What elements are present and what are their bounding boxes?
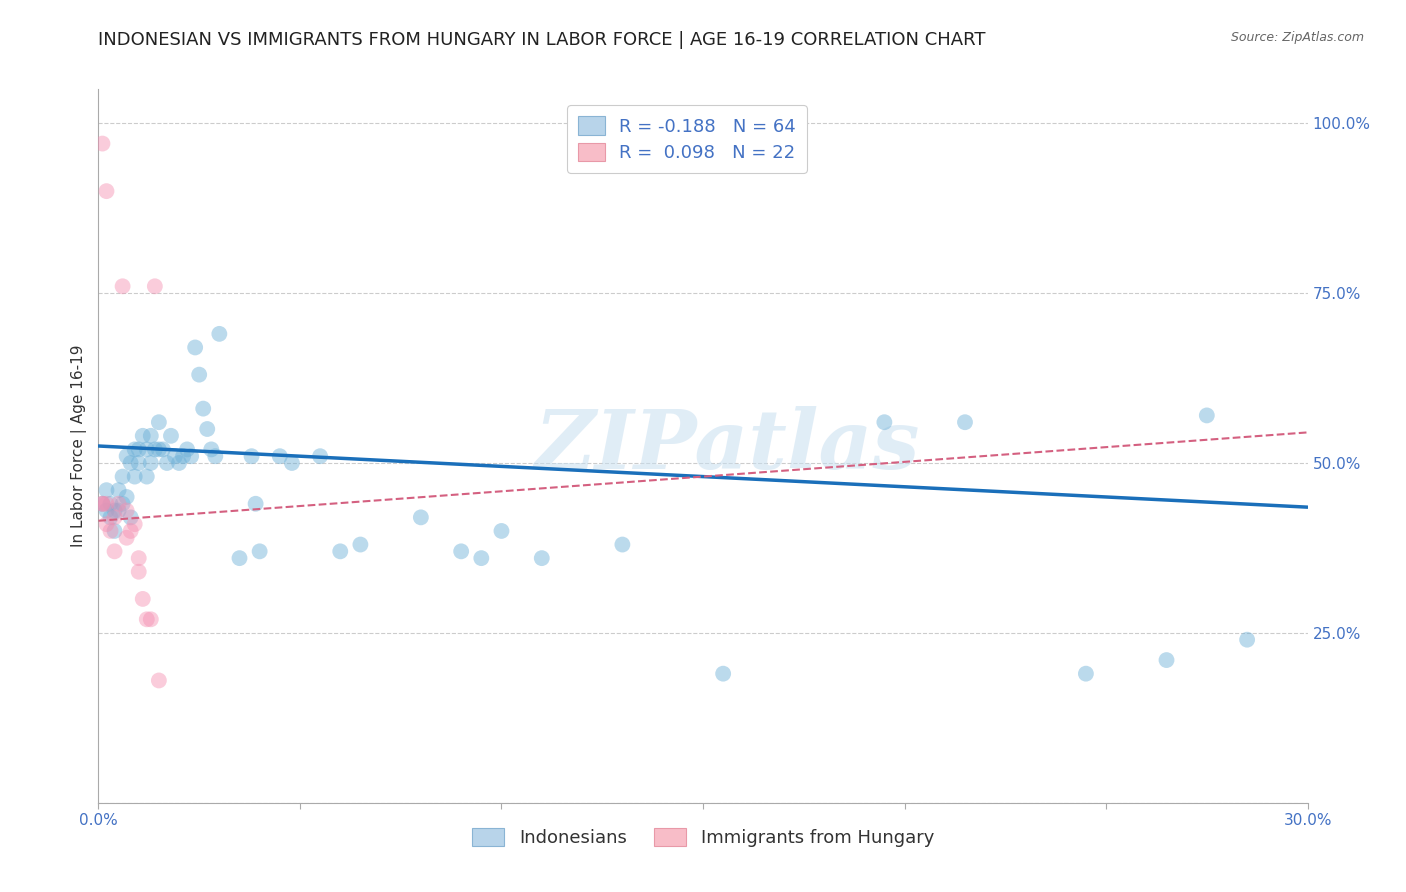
Point	[96, 497, 118, 511]
Point	[128, 551, 150, 566]
Point	[1156, 653, 1178, 667]
Point	[167, 456, 190, 470]
Point	[1236, 632, 1258, 647]
Point	[245, 497, 267, 511]
Point	[103, 524, 125, 538]
Text: INDONESIAN VS IMMIGRANTS FROM HUNGARY IN LABOR FORCE | AGE 16-19 CORRELATION CHA: INDONESIAN VS IMMIGRANTS FROM HUNGARY IN…	[98, 31, 986, 49]
Point	[329, 544, 352, 558]
Point	[120, 510, 142, 524]
Point	[139, 612, 162, 626]
Point	[107, 497, 129, 511]
Point	[148, 442, 170, 457]
Point	[135, 442, 157, 457]
Point	[107, 483, 129, 498]
Point	[491, 524, 513, 538]
Point	[124, 517, 146, 532]
Point	[128, 565, 150, 579]
Point	[176, 442, 198, 457]
Point	[91, 497, 114, 511]
Point	[128, 456, 150, 470]
Point	[96, 517, 118, 532]
Point	[91, 136, 114, 151]
Point	[240, 449, 263, 463]
Point	[160, 429, 183, 443]
Point	[91, 497, 114, 511]
Point	[208, 326, 231, 341]
Point	[115, 531, 138, 545]
Point	[1195, 409, 1218, 423]
Point	[228, 551, 250, 566]
Point	[115, 503, 138, 517]
Point	[349, 537, 371, 551]
Point	[120, 456, 142, 470]
Point	[111, 469, 134, 483]
Point	[530, 551, 553, 566]
Point	[135, 469, 157, 483]
Point	[309, 449, 332, 463]
Point	[269, 449, 291, 463]
Point	[128, 442, 150, 457]
Point	[152, 442, 174, 457]
Point	[200, 442, 222, 457]
Point	[139, 456, 162, 470]
Point	[409, 510, 432, 524]
Point	[111, 497, 134, 511]
Point	[148, 673, 170, 688]
Point	[115, 449, 138, 463]
Point	[111, 279, 134, 293]
Point	[103, 503, 125, 517]
Point	[96, 503, 118, 517]
Text: ZIPatlas: ZIPatlas	[534, 406, 920, 486]
Point	[163, 449, 186, 463]
Point	[1074, 666, 1097, 681]
Point	[195, 422, 218, 436]
Point	[100, 524, 122, 538]
Point	[249, 544, 271, 558]
Point	[100, 497, 122, 511]
Point	[107, 503, 129, 517]
Point	[132, 591, 155, 606]
Point	[135, 612, 157, 626]
Point	[172, 449, 194, 463]
Point	[180, 449, 202, 463]
Point	[953, 415, 976, 429]
Point	[148, 415, 170, 429]
Point	[103, 544, 125, 558]
Point	[612, 537, 634, 551]
Legend: Indonesians, Immigrants from Hungary: Indonesians, Immigrants from Hungary	[464, 821, 942, 855]
Point	[193, 401, 215, 416]
Point	[124, 442, 146, 457]
Point	[143, 442, 166, 457]
Point	[188, 368, 211, 382]
Point	[115, 490, 138, 504]
Point	[96, 184, 118, 198]
Point	[124, 469, 146, 483]
Point	[139, 429, 162, 443]
Point	[711, 666, 734, 681]
Point	[120, 524, 142, 538]
Point	[132, 429, 155, 443]
Point	[450, 544, 472, 558]
Y-axis label: In Labor Force | Age 16-19: In Labor Force | Age 16-19	[72, 344, 87, 548]
Point	[96, 483, 118, 498]
Point	[143, 279, 166, 293]
Point	[873, 415, 896, 429]
Point	[204, 449, 226, 463]
Point	[103, 510, 125, 524]
Point	[281, 456, 304, 470]
Point	[470, 551, 492, 566]
Point	[91, 497, 114, 511]
Point	[156, 456, 179, 470]
Point	[184, 341, 207, 355]
Point	[100, 510, 122, 524]
Text: Source: ZipAtlas.com: Source: ZipAtlas.com	[1230, 31, 1364, 45]
